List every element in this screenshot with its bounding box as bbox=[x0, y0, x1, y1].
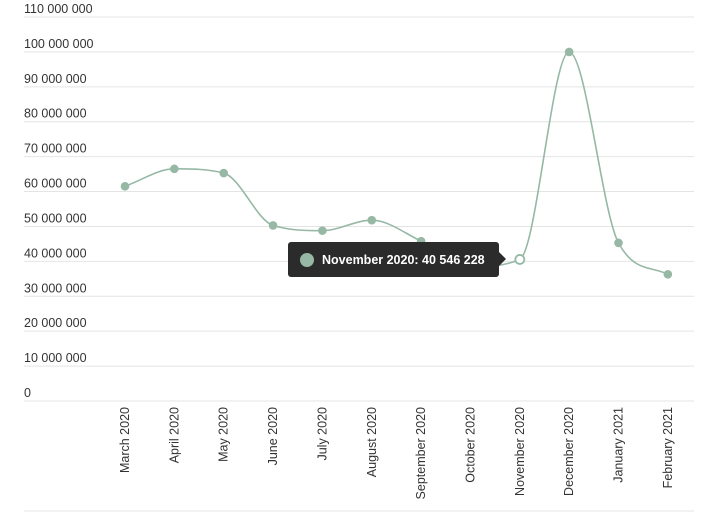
x-tick-label: July 2020 bbox=[315, 407, 329, 461]
data-point[interactable] bbox=[120, 182, 130, 191]
x-tick-label: January 2021 bbox=[612, 407, 626, 483]
x-tick-label: October 2020 bbox=[463, 407, 477, 483]
data-point[interactable] bbox=[614, 238, 623, 248]
data-point[interactable] bbox=[663, 269, 673, 279]
y-tick-label: 100 000 000 bbox=[24, 37, 94, 51]
data-point[interactable] bbox=[268, 221, 278, 230]
x-tick-label: December 2020 bbox=[562, 407, 576, 496]
tooltip-arrow bbox=[499, 252, 506, 266]
y-tick-label: 70 000 000 bbox=[24, 142, 87, 156]
data-point[interactable] bbox=[219, 168, 228, 178]
x-tick-label: May 2020 bbox=[217, 407, 231, 462]
y-tick-label: 30 000 000 bbox=[24, 281, 87, 295]
data-point[interactable] bbox=[318, 226, 327, 235]
y-tick-label: 90 000 000 bbox=[24, 72, 87, 86]
y-tick-label: 40 000 000 bbox=[24, 246, 87, 260]
tooltip-text: November 2020: 40 546 228 bbox=[322, 252, 485, 267]
y-tick-label: 20 000 000 bbox=[24, 316, 87, 330]
series-line-layer bbox=[124, 51, 669, 275]
x-tick-label: June 2020 bbox=[266, 407, 280, 465]
y-tick-label: 60 000 000 bbox=[24, 177, 87, 191]
data-point-active[interactable] bbox=[514, 254, 526, 265]
y-axis-labels: 0 10 000 000 20 000 000 30 000 000 40 000 00… bbox=[24, 2, 94, 400]
x-tick-label: August 2020 bbox=[365, 407, 379, 477]
x-axis-labels: March 2020 April 2020 May 2020 June 2020 Jul… bbox=[118, 407, 675, 499]
tooltip-series-swatch bbox=[300, 252, 314, 267]
x-tick-label: September 2020 bbox=[414, 407, 428, 499]
data-point[interactable] bbox=[170, 164, 179, 174]
y-tick-label: 10 000 000 bbox=[24, 351, 87, 365]
y-tick-label: 110 000 000 bbox=[24, 2, 93, 16]
x-tick-label: April 2020 bbox=[167, 407, 181, 463]
x-tick-label: February 2021 bbox=[661, 407, 675, 488]
x-tick-label: March 2020 bbox=[118, 407, 132, 473]
x-tick-label: November 2020 bbox=[513, 407, 527, 496]
y-tick-label: 80 000 000 bbox=[24, 107, 87, 121]
y-tick-label: 0 bbox=[24, 386, 31, 400]
data-point[interactable] bbox=[367, 215, 377, 225]
y-tick-label: 50 000 000 bbox=[24, 211, 87, 225]
data-tooltip: November 2020: 40 546 228 bbox=[288, 242, 506, 277]
series-line bbox=[124, 51, 669, 275]
data-points bbox=[120, 47, 673, 279]
data-point[interactable] bbox=[564, 47, 574, 57]
